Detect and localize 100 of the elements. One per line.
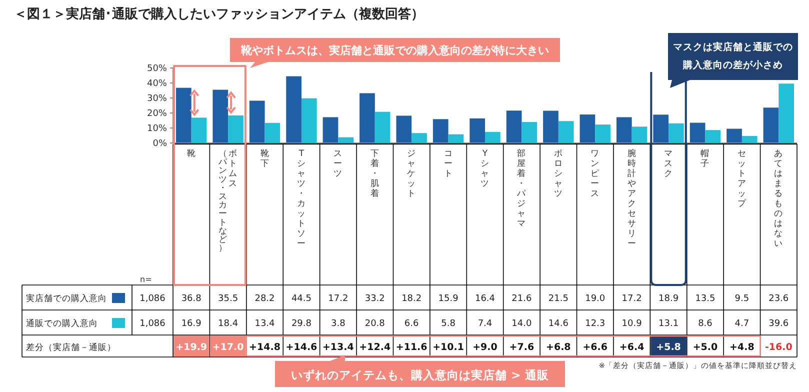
data-label: 8.6 — [698, 319, 713, 329]
text: 差分（実店舗－通販） — [26, 342, 116, 353]
bar — [432, 119, 448, 143]
data-label: 14.0 — [512, 319, 532, 329]
data-label: 4.7 — [734, 319, 750, 329]
data-label: 13.1 — [658, 319, 679, 329]
y-tick-label: 40% — [146, 79, 168, 89]
data-label: 12.3 — [585, 319, 606, 329]
data-label: 3.8 — [331, 319, 346, 329]
data-label: 36.8 — [181, 294, 202, 304]
data-label: 16.4 — [474, 294, 496, 304]
text: +12.4 — [359, 342, 391, 353]
text: +4.8 — [730, 342, 755, 353]
x-tick-label: スーツ — [334, 149, 343, 179]
bar — [176, 88, 192, 143]
bar — [249, 100, 265, 143]
x-tick-label: セットアップ — [737, 149, 748, 209]
text: +13.4 — [322, 342, 354, 353]
bar — [690, 122, 706, 143]
data-label: 29.8 — [291, 319, 312, 329]
y-tick-label: 50% — [146, 64, 168, 74]
text: +6.6 — [582, 342, 608, 353]
data-label: 10.9 — [622, 319, 642, 329]
bar — [485, 132, 500, 143]
bar — [763, 108, 779, 143]
bar — [228, 115, 244, 143]
legend-label: 通販での購入意向 — [26, 318, 98, 329]
x-tick-label: ポロシャツ — [554, 149, 563, 199]
data-label: 20.8 — [364, 319, 386, 329]
x-tick-label: 下着・肌着 — [370, 149, 380, 199]
data-label: 39.6 — [768, 319, 789, 329]
data-label: 13.5 — [695, 294, 716, 304]
text: +5.8 — [656, 342, 682, 353]
data-label: 23.6 — [768, 294, 789, 304]
data-label: 28.2 — [254, 294, 275, 304]
y-tick-label: 10% — [146, 124, 168, 134]
text: 靴やボトムスは、実店舗と通販での購入意向の差が特に大きい — [240, 44, 549, 57]
x-tick-label: 靴下 — [260, 148, 270, 169]
text: +11.6 — [396, 342, 428, 353]
bar — [191, 118, 207, 143]
data-label: 16.9 — [181, 319, 202, 329]
text: n= — [140, 275, 152, 284]
text: +17.0 — [212, 342, 244, 353]
bar — [264, 122, 280, 143]
bar — [616, 117, 632, 143]
bar — [301, 98, 317, 143]
x-tick-label: 帽子 — [700, 148, 710, 169]
data-label: 9.5 — [734, 294, 750, 304]
bar — [543, 110, 558, 143]
category-label: 腕時計やアクセサリー — [627, 149, 636, 249]
data-label: 17.2 — [622, 294, 642, 304]
bar — [653, 114, 669, 143]
x-tick-label: ジャケット — [407, 149, 416, 199]
category-label: あてはまるものはない — [774, 149, 784, 249]
y-tick-label: 30% — [146, 94, 168, 104]
bar — [522, 122, 538, 143]
data-label: 14.6 — [548, 319, 569, 329]
data-label: 13.4 — [254, 319, 276, 329]
bar — [470, 118, 485, 143]
bar — [632, 126, 648, 143]
text: -16.0 — [764, 342, 793, 353]
bar — [558, 121, 574, 143]
chart-title: ＜図１＞実店舗･通販で購入したいファッションアイテム（複数回答） — [14, 6, 424, 22]
text: +14.8 — [249, 342, 281, 353]
category-label: Tシャツ・カットソー — [296, 149, 306, 249]
data-label: 17.2 — [328, 294, 348, 304]
data-label: 18.4 — [218, 319, 238, 329]
x-tick-label: ワンピース — [590, 149, 600, 199]
text: +6.4 — [619, 342, 645, 353]
x-tick-label: Yシャツ — [480, 149, 490, 189]
bar — [668, 123, 684, 143]
text: +7.6 — [509, 342, 534, 353]
x-tick-label: コート — [444, 149, 453, 179]
bar — [742, 136, 758, 143]
bar — [448, 134, 464, 143]
bar — [726, 128, 742, 143]
data-label: 18.9 — [658, 294, 679, 304]
text: +6.8 — [546, 342, 572, 353]
bar — [705, 130, 721, 143]
data-label: 5.8 — [441, 319, 456, 329]
bar — [212, 90, 228, 143]
bar — [360, 93, 375, 143]
y-tick-label: 0% — [152, 139, 168, 149]
text: +9.0 — [472, 342, 498, 353]
text: +14.6 — [286, 342, 318, 353]
text: +10.1 — [432, 342, 464, 353]
bar — [412, 133, 427, 143]
x-tick-label: マスク — [664, 149, 674, 179]
x-tick-label: 部屋着・パジャマ — [516, 148, 528, 229]
bar — [374, 112, 390, 143]
bar — [286, 76, 302, 143]
bar — [580, 114, 596, 143]
annotation: マスクは実店舗と通販での購入意向の差が小さめ — [673, 41, 793, 71]
data-label: 7.4 — [478, 319, 492, 329]
bar — [322, 117, 338, 143]
bar — [396, 116, 412, 143]
y-tick-label: 20% — [146, 109, 168, 119]
data-label: 15.9 — [438, 294, 459, 304]
data-label: 44.5 — [291, 294, 312, 304]
text: いずれのアイテムも、購入意向は実店舗 > 通販 — [291, 368, 550, 382]
